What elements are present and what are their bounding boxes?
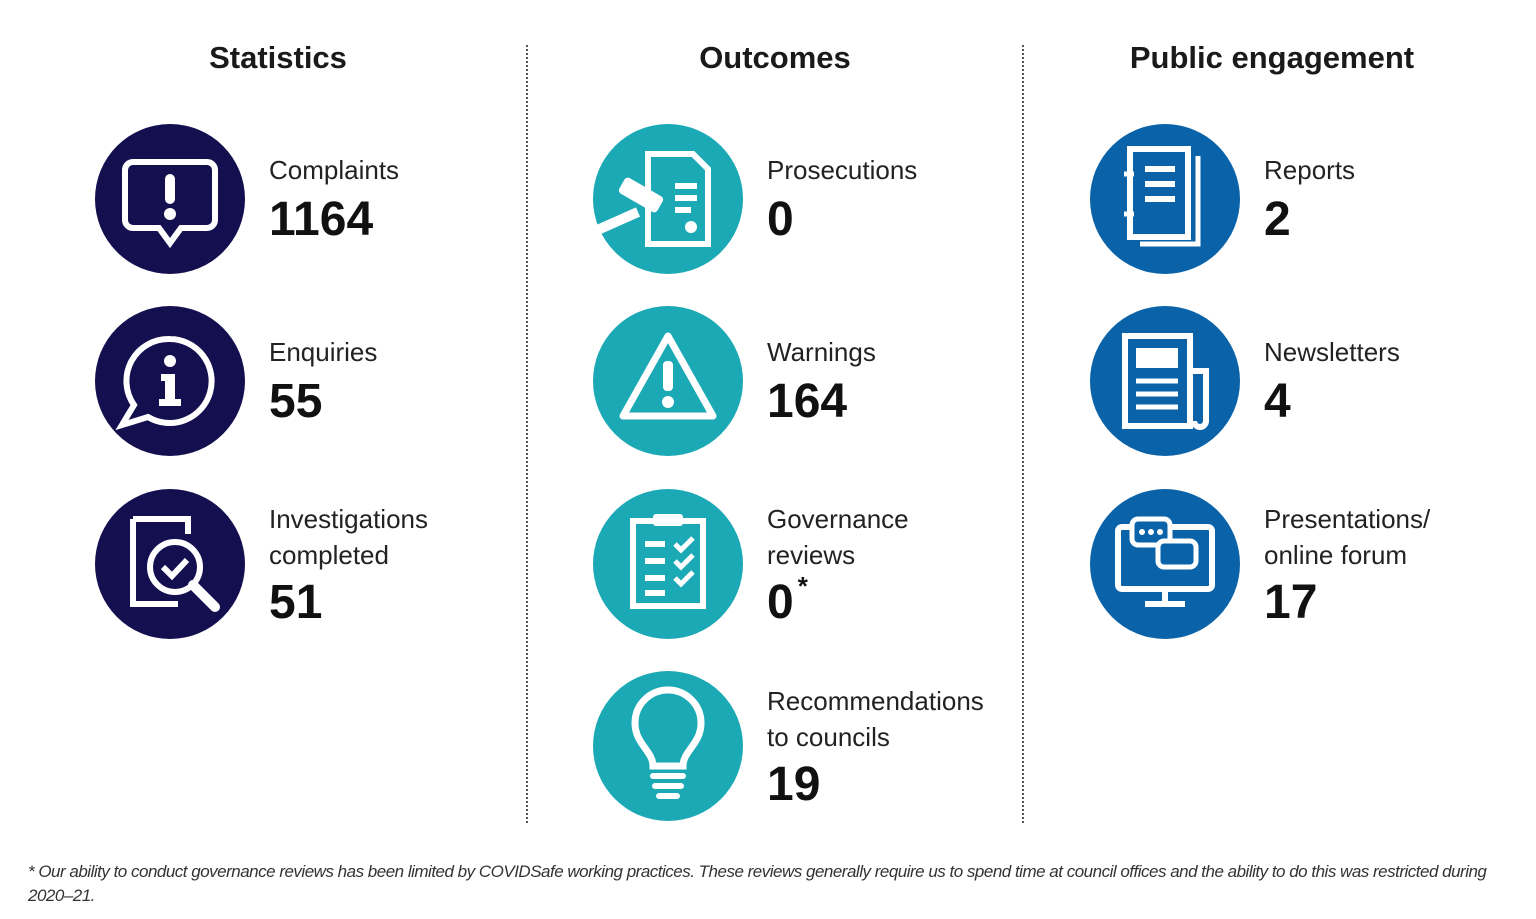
outcome-label: Warnings bbox=[767, 337, 876, 367]
stat-value: 51 bbox=[269, 576, 323, 629]
document-magnifier-check-icon bbox=[95, 489, 245, 639]
heading-statistics: Statistics bbox=[209, 40, 347, 75]
heading-public-engagement: Public engagement bbox=[1129, 40, 1415, 75]
engagement-label: Reports bbox=[1264, 155, 1356, 185]
outcome-value: 164 bbox=[767, 375, 848, 428]
outcome-value: 0 * bbox=[767, 571, 808, 630]
stat-label: Enquiries bbox=[269, 337, 378, 367]
engagement-value: 17 bbox=[1264, 576, 1318, 629]
footnote: * Our ability to conduct governance revi… bbox=[28, 862, 1487, 905]
gavel-document-icon bbox=[590, 124, 743, 274]
warning-triangle-icon bbox=[593, 306, 743, 456]
outcome-value: 0 bbox=[767, 193, 794, 246]
engagement-label: Newsletters bbox=[1264, 337, 1400, 367]
stat-value: 55 bbox=[269, 375, 323, 428]
heading-outcomes: Outcomes bbox=[699, 40, 851, 75]
engagement-value: 4 bbox=[1264, 375, 1291, 428]
report-book-icon bbox=[1090, 124, 1240, 274]
stat-value: 1164 bbox=[269, 193, 374, 246]
monitor-chat-icon bbox=[1090, 489, 1240, 639]
stat-label: Complaints bbox=[269, 155, 400, 185]
value-number: 0 bbox=[767, 576, 794, 629]
engagement-value: 2 bbox=[1264, 193, 1291, 246]
column-divider bbox=[526, 45, 528, 823]
clipboard-checklist-icon bbox=[593, 489, 743, 639]
outcome-label: Recommendations to councils bbox=[767, 686, 984, 752]
lightbulb-icon bbox=[593, 671, 743, 821]
newspaper-icon bbox=[1090, 306, 1240, 456]
engagement-label: Presentations/ online forum bbox=[1264, 504, 1431, 570]
info-speech-bubble-icon bbox=[95, 306, 245, 456]
column-divider bbox=[1022, 45, 1024, 823]
stat-label: Investigations completed bbox=[269, 504, 428, 570]
alert-speech-bubble-icon bbox=[95, 124, 245, 274]
outcome-label: Prosecutions bbox=[767, 155, 918, 185]
footnote-marker: * bbox=[797, 571, 808, 601]
outcome-value: 19 bbox=[767, 758, 821, 811]
outcome-label: Governance reviews bbox=[767, 504, 909, 570]
